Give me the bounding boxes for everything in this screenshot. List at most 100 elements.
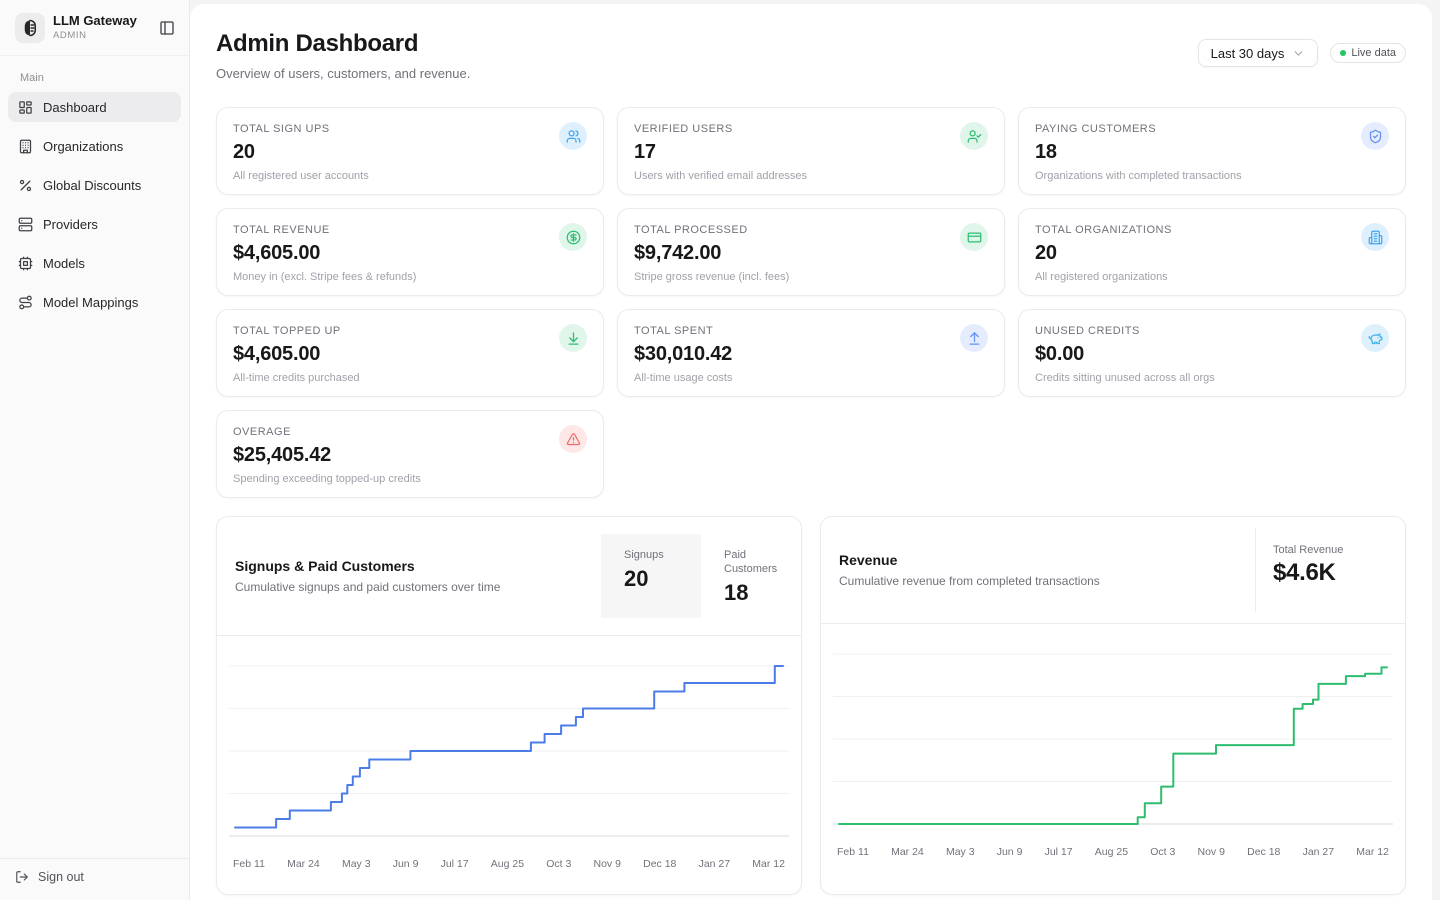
stat-icon-badge (559, 425, 587, 453)
stat-card-total-organizations: TOTAL ORGANIZATIONS 20 All registered or… (1018, 208, 1406, 296)
sidebar-header: LLM Gateway ADMIN (0, 0, 189, 56)
page-header: Admin Dashboard Overview of users, custo… (216, 30, 1406, 81)
signups-chart-body: Feb 11Mar 24May 3Jun 9Jul 17Aug 25Oct 3N… (217, 636, 801, 894)
x-axis-tick-label: Feb 11 (233, 858, 265, 870)
revenue-total-value: $4.6K (1273, 559, 1397, 587)
stat-value: $4,605.00 (233, 343, 587, 366)
stat-description: Users with verified email addresses (634, 170, 988, 182)
sidebar-item-dashboard[interactable]: Dashboard (8, 92, 181, 122)
stat-label: TOTAL ORGANIZATIONS (1035, 224, 1389, 236)
main-panel: Admin Dashboard Overview of users, custo… (190, 4, 1432, 900)
building-icon (18, 139, 33, 154)
stat-icon-badge (559, 223, 587, 251)
signups-series-line (235, 666, 783, 828)
app-title-block: LLM Gateway ADMIN (53, 14, 137, 42)
stat-value: $0.00 (1035, 343, 1389, 366)
page-header-text: Admin Dashboard Overview of users, custo… (216, 30, 470, 81)
revenue-chart-title: Revenue (839, 552, 1255, 568)
stat-value: 20 (1035, 242, 1389, 265)
x-axis-tick-label: Mar 12 (752, 858, 785, 870)
sidebar-item-providers[interactable]: Providers (8, 209, 181, 239)
stat-card-total-sign-ups: TOTAL SIGN UPS 20 All registered user ac… (216, 107, 604, 195)
x-axis-tick-label: Mar 12 (1356, 846, 1389, 858)
sidebar-item-label: Organizations (43, 139, 123, 154)
stat-description: All-time credits purchased (233, 372, 587, 384)
sidebar-item-label: Providers (43, 217, 98, 232)
chart-series-label: Paid Customers (724, 549, 793, 577)
sidebar-item-global-discounts[interactable]: Global Discounts (8, 170, 181, 200)
page-subtitle: Overview of users, customers, and revenu… (216, 66, 470, 81)
live-status-dot (1340, 50, 1346, 56)
charts-row: Signups & Paid Customers Cumulative sign… (216, 516, 1406, 895)
app-role: ADMIN (53, 31, 137, 42)
stat-icon-badge (960, 324, 988, 352)
x-axis-tick-label: Aug 25 (491, 858, 524, 870)
sidebar-collapse-button[interactable] (157, 18, 177, 38)
sidebar-item-models[interactable]: Models (8, 248, 181, 278)
stat-label: TOTAL TOPPED UP (233, 325, 587, 337)
stat-description: Spending exceeding topped-up credits (233, 473, 587, 485)
stat-value: $30,010.42 (634, 343, 988, 366)
revenue-chart-card: Revenue Cumulative revenue from complete… (820, 516, 1406, 895)
chevron-down-icon (1292, 47, 1305, 60)
stat-description: Stripe gross revenue (incl. fees) (634, 271, 988, 283)
sidebar-item-model-mappings[interactable]: Model Mappings (8, 287, 181, 317)
chart-series-value: 18 (724, 580, 793, 606)
download-icon (566, 331, 581, 346)
circle-dollar-icon (566, 230, 581, 245)
sidebar-section-label: Main (0, 56, 189, 92)
x-axis-tick-label: Dec 18 (1247, 846, 1280, 858)
revenue-step-line-chart[interactable] (833, 640, 1393, 836)
revenue-total-label: Total Revenue (1273, 544, 1397, 556)
revenue-series-line (839, 667, 1387, 824)
x-axis-tick-label: May 3 (342, 858, 371, 870)
users-icon (566, 129, 581, 144)
app-name: LLM Gateway (53, 14, 137, 29)
sidebar: LLM Gateway ADMIN Main Dashboard Organiz… (0, 0, 190, 900)
panel-left-icon (159, 20, 175, 36)
credit-card-icon (967, 230, 982, 245)
stat-icon-badge (559, 122, 587, 150)
live-data-badge: Live data (1330, 43, 1406, 63)
sidebar-item-label: Model Mappings (43, 295, 138, 310)
x-axis-tick-label: Nov 9 (1198, 846, 1225, 858)
signups-chart-legend: Signups 20 Paid Customers 18 (601, 517, 801, 635)
chart-series-value: 20 (624, 566, 693, 592)
signups-chart-title-block: Signups & Paid Customers Cumulative sign… (217, 558, 601, 594)
x-axis-tick-label: Aug 25 (1095, 846, 1128, 858)
stat-label: PAYING CUSTOMERS (1035, 123, 1389, 135)
sign-out-button[interactable]: Sign out (15, 870, 84, 884)
sidebar-item-label: Global Discounts (43, 178, 141, 193)
shield-check-icon (1368, 129, 1383, 144)
sidebar-item-organizations[interactable]: Organizations (8, 131, 181, 161)
date-range-label: Last 30 days (1211, 46, 1285, 61)
revenue-chart-body: Feb 11Mar 24May 3Jun 9Jul 17Aug 25Oct 3N… (821, 624, 1405, 882)
dashboard-icon (18, 100, 33, 115)
stat-value: 20 (233, 141, 587, 164)
sidebar-item-label: Models (43, 256, 85, 271)
stat-value: $4,605.00 (233, 242, 587, 265)
stat-value: 18 (1035, 141, 1389, 164)
sidebar-item-label: Dashboard (43, 100, 107, 115)
stat-card-total-processed: TOTAL PROCESSED $9,742.00 Stripe gross r… (617, 208, 1005, 296)
signups-chart-title: Signups & Paid Customers (235, 558, 601, 574)
stat-label: UNUSED CREDITS (1035, 325, 1389, 337)
brain-icon (21, 19, 39, 37)
stat-icon-badge (960, 223, 988, 251)
signups-step-line-chart[interactable] (229, 652, 789, 848)
x-axis-tick-label: Jan 27 (1303, 846, 1335, 858)
sidebar-footer: Sign out (0, 858, 189, 900)
stat-value: $9,742.00 (634, 242, 988, 265)
stat-card-overage: OVERAGE $25,405.42 Spending exceeding to… (216, 410, 604, 498)
chart-series-toggle-signups[interactable]: Signups 20 (601, 534, 701, 618)
x-axis-tick-label: Oct 3 (1150, 846, 1175, 858)
stat-card-total-revenue: TOTAL REVENUE $4,605.00 Money in (excl. … (216, 208, 604, 296)
chart-series-toggle-paid-customers[interactable]: Paid Customers 18 (701, 534, 801, 618)
chart-series-label: Signups (624, 549, 693, 563)
server-icon (18, 217, 33, 232)
stat-icon-badge (559, 324, 587, 352)
date-range-dropdown[interactable]: Last 30 days (1198, 39, 1319, 67)
stat-value: 17 (634, 141, 988, 164)
header-controls: Last 30 days Live data (1198, 39, 1406, 67)
x-axis-tick-label: Oct 3 (546, 858, 571, 870)
